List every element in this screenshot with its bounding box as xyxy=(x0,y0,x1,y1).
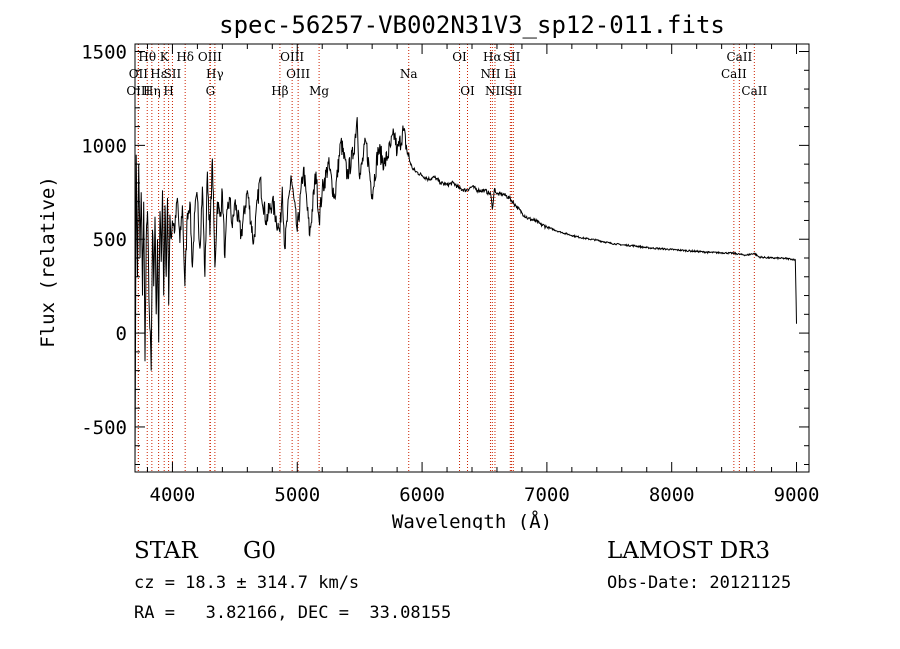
line-label-1: OII xyxy=(129,67,149,81)
sky-coordinates: RA = 3.82166, DEC = 33.08155 xyxy=(134,603,452,623)
redshift-velocity: cz = 18.3 ± 314.7 km/s xyxy=(134,573,360,593)
line-label-10: Hγ xyxy=(206,67,224,81)
x-tick-label: 8000 xyxy=(649,484,695,506)
line-label-21: NII xyxy=(485,84,505,98)
line-label-18: OI xyxy=(460,84,475,98)
line-label-24: SII xyxy=(504,84,522,98)
line-label-2: OIII xyxy=(126,84,150,98)
y-tick-label: 1500 xyxy=(81,42,127,64)
survey-name: LAMOST DR3 xyxy=(607,538,771,564)
line-label-8: Hδ xyxy=(176,50,194,64)
line-label-0: Hθ xyxy=(138,50,156,64)
line-label-12: Hβ xyxy=(271,84,288,98)
line-label-7: SII xyxy=(164,67,182,81)
y-tick-label: -500 xyxy=(81,417,127,439)
line-label-23: Li xyxy=(504,67,516,81)
line-label-5: K xyxy=(160,50,170,64)
line-label-16: Na xyxy=(400,67,418,81)
x-tick-label: 4000 xyxy=(150,484,196,506)
line-label-11: G xyxy=(206,84,216,98)
line-label-6: H xyxy=(163,84,173,98)
y-axis-ticks: -500 0 500 1000 1500 xyxy=(81,42,809,465)
observation-date: Obs-Date: 20121125 xyxy=(607,573,792,593)
object-class: STAR xyxy=(134,538,198,564)
x-tick-label: 6000 xyxy=(399,484,445,506)
y-tick-label: 0 xyxy=(116,323,127,345)
object-subclass: G0 xyxy=(243,538,277,564)
spectral-line-markers xyxy=(137,44,755,472)
x-tick-label: 5000 xyxy=(274,484,320,506)
line-label-25: CaII xyxy=(721,67,747,81)
spectrum-trace xyxy=(134,117,797,465)
line-label-17: OI xyxy=(452,50,467,64)
line-label-20: NII xyxy=(480,67,500,81)
line-label-15: Mg xyxy=(309,84,329,98)
x-axis-label: Wavelength (Å) xyxy=(392,510,552,530)
x-tick-label: 7000 xyxy=(524,484,570,506)
line-label-9: OIII xyxy=(198,50,222,64)
plot-frame xyxy=(134,43,810,473)
line-label-14: OIII xyxy=(286,67,310,81)
line-label-27: CaII xyxy=(741,84,767,98)
y-tick-label: 1000 xyxy=(81,135,127,157)
line-label-19: Hα xyxy=(483,50,502,64)
y-tick-label: 500 xyxy=(93,229,127,251)
chart-title: spec-56257-VB002N31V3_sp12-011.fits xyxy=(219,11,725,39)
x-axis-ticks: 4000 5000 6000 7000 8000 9000 xyxy=(146,44,820,506)
line-label-3: Hη xyxy=(143,84,161,98)
x-tick-label: 9000 xyxy=(774,484,820,506)
line-label-26: CaII xyxy=(726,50,752,64)
y-axis-label: Flux (relative) xyxy=(37,176,59,348)
line-label-13: OIII xyxy=(280,50,304,64)
line-label-4: Hε xyxy=(150,67,167,81)
line-label-22: SII xyxy=(503,50,521,64)
